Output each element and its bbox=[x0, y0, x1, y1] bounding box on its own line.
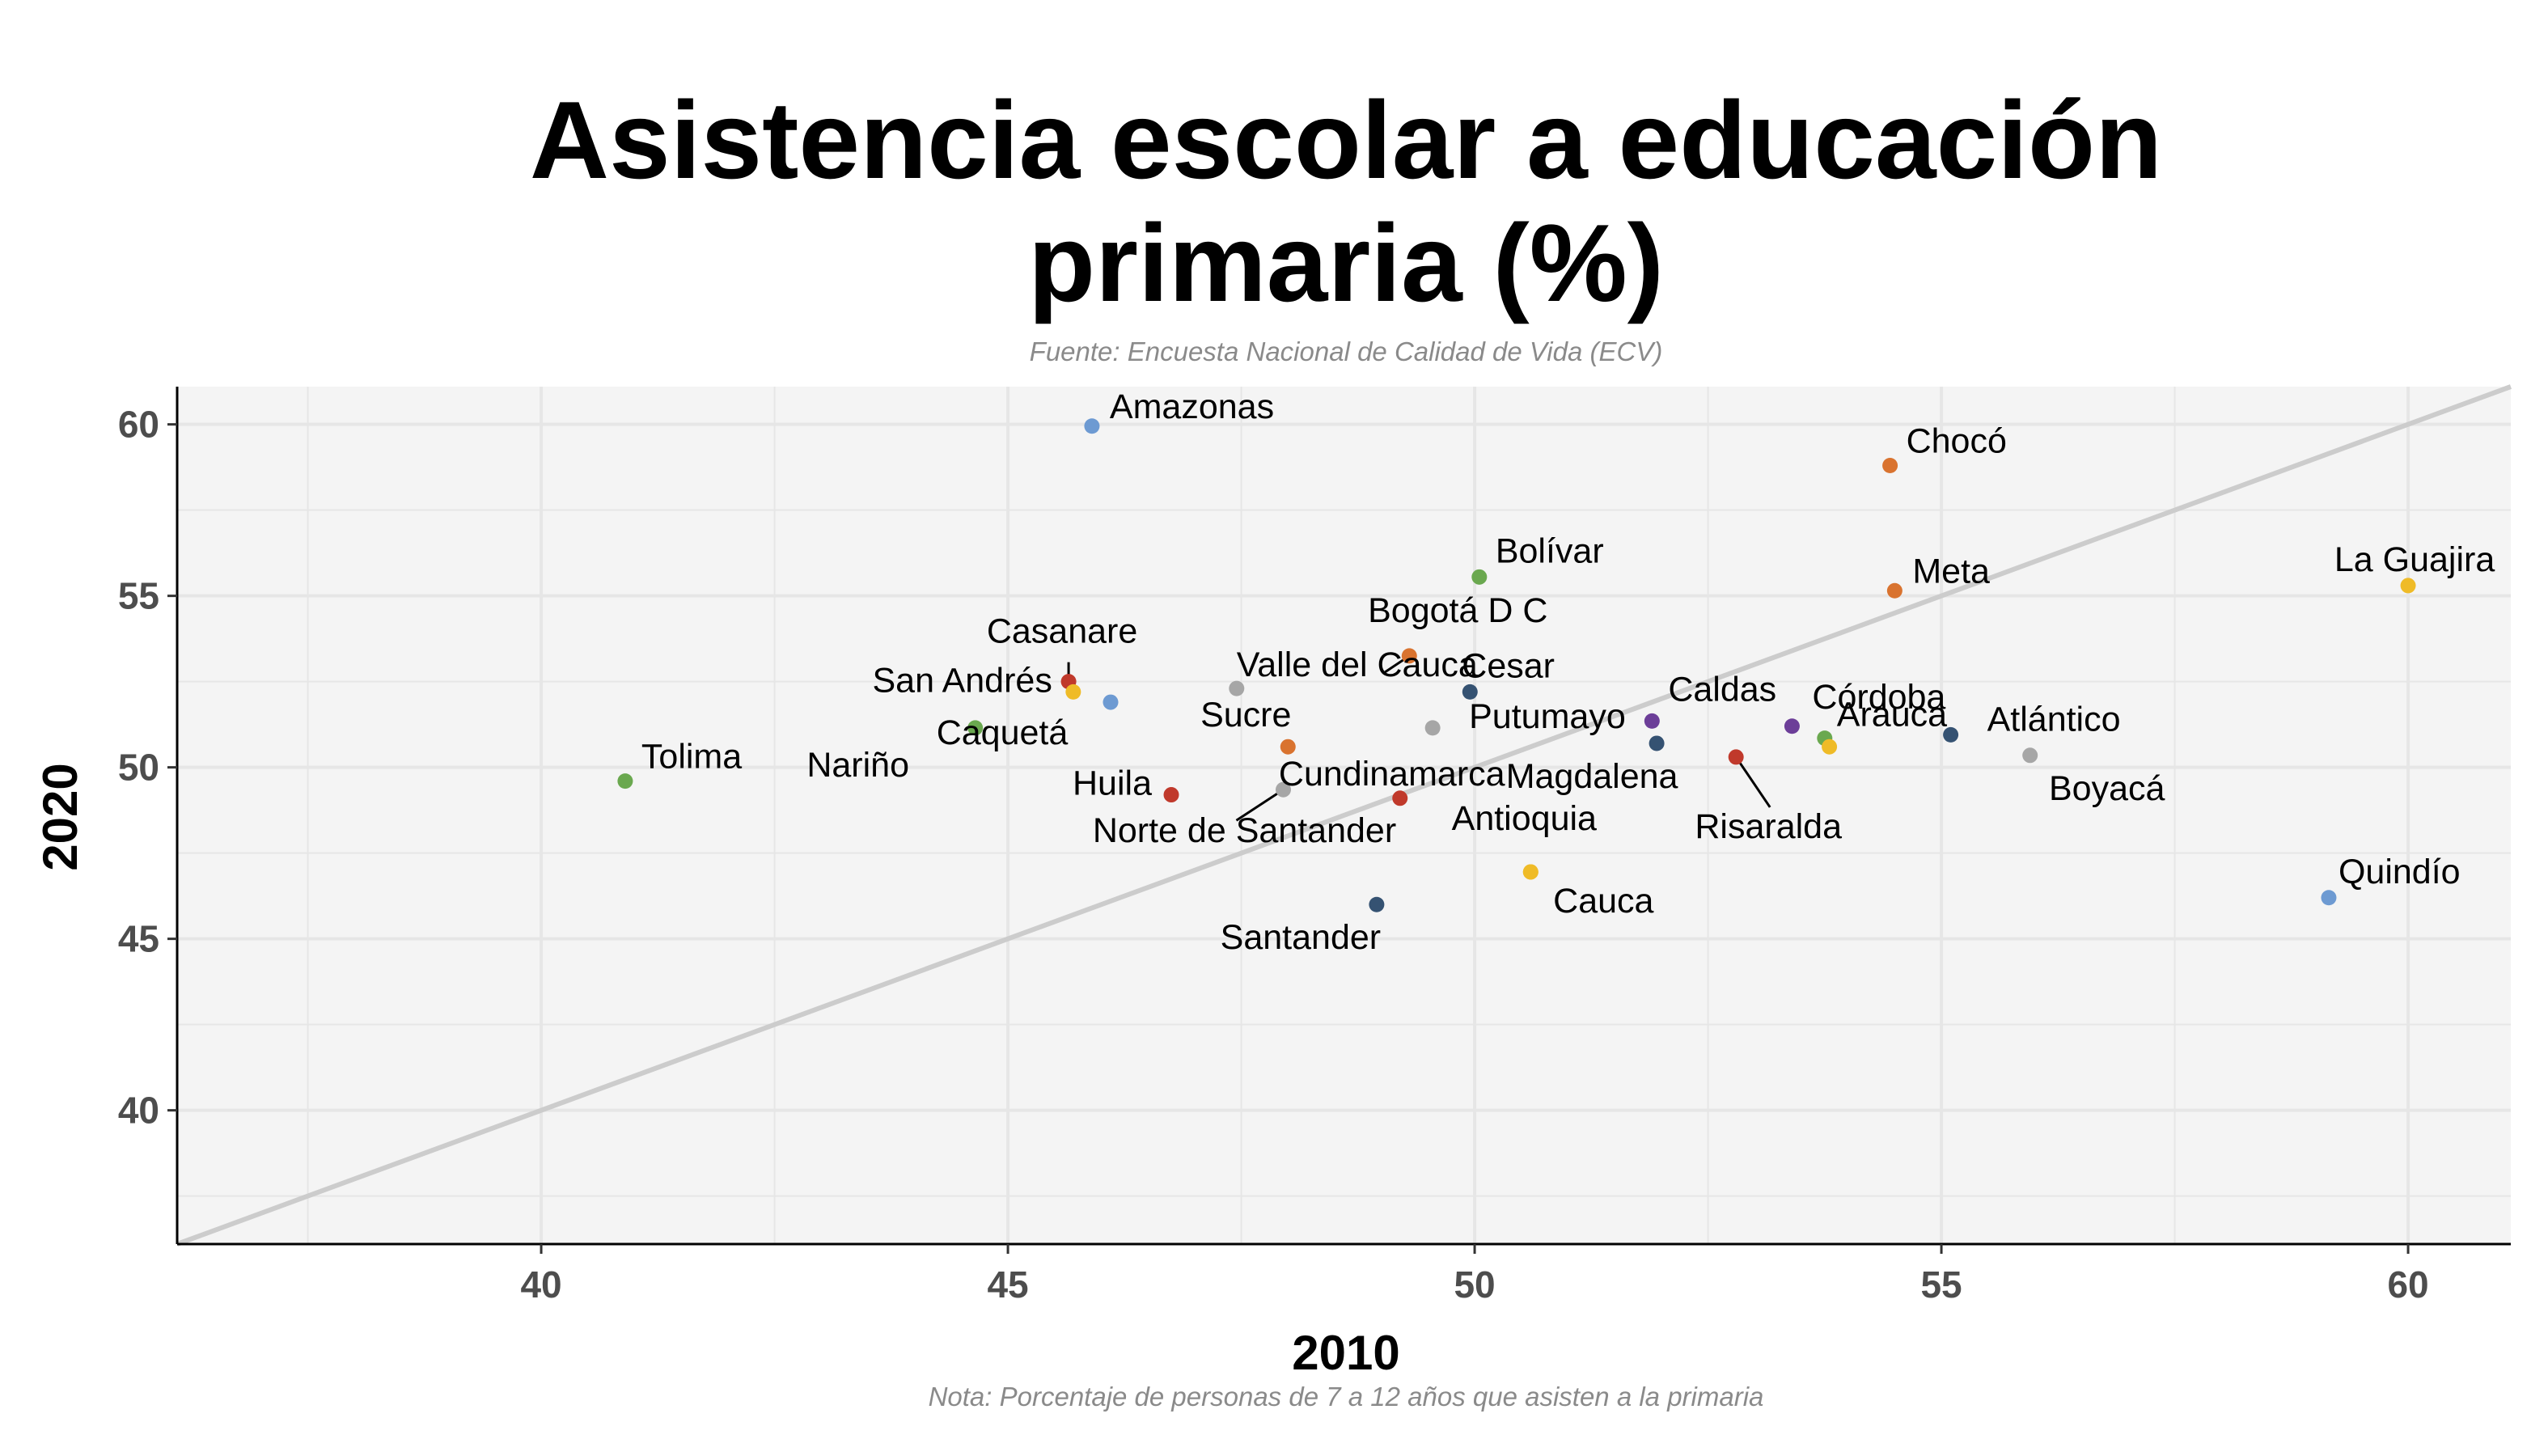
data-point-santander bbox=[1369, 896, 1385, 912]
chart-subtitle: Fuente: Encuesta Nacional de Calidad de … bbox=[1030, 336, 1663, 366]
data-point-huila bbox=[1163, 787, 1179, 803]
x-tick-label: 60 bbox=[2387, 1263, 2428, 1306]
point-label-arauca: Arauca bbox=[1837, 696, 1947, 734]
point-label-c-rdoba: Córdoba bbox=[1812, 678, 1945, 717]
x-tick-label: 40 bbox=[520, 1263, 561, 1306]
data-point-cesar bbox=[1462, 684, 1478, 700]
point-label-huila: Huila bbox=[1073, 764, 1152, 803]
chart-caption: Nota: Porcentaje de personas de 7 a 12 a… bbox=[929, 1382, 1764, 1412]
point-label-putumayo: Putumayo bbox=[1469, 697, 1626, 736]
point-label-bol-var: Bolívar bbox=[1496, 531, 1604, 570]
y-tick-label: 60 bbox=[118, 404, 159, 446]
data-point-norte-de-santander bbox=[1275, 781, 1291, 798]
point-label-choc-: Chocó bbox=[1907, 422, 2007, 461]
point-label-cesar: Cesar bbox=[1462, 646, 1555, 685]
data-point-putumayo bbox=[1424, 720, 1441, 736]
point-label-atl-ntico: Atlántico bbox=[1987, 700, 2121, 739]
point-label-cundinamarca: Cundinamarca bbox=[1279, 755, 1505, 794]
y-tick-label: 45 bbox=[118, 918, 159, 960]
reference-line-layer bbox=[176, 384, 2512, 1246]
data-point-la-guajira bbox=[2400, 578, 2416, 594]
data-point-c-rdoba bbox=[1784, 718, 1800, 734]
point-label-norte-de-santander: Norte de Santander bbox=[1093, 811, 1396, 850]
data-point-arauca bbox=[1822, 739, 1838, 755]
leader-line bbox=[1235, 788, 1285, 822]
data-point-caquet- bbox=[1103, 694, 1119, 710]
point-label-meta: Meta bbox=[1912, 552, 1990, 590]
data-point-caldas bbox=[1644, 713, 1660, 729]
point-label-amazonas: Amazonas bbox=[1110, 387, 1274, 426]
point-label-valle-del-cauca: Valle del Cauca bbox=[1237, 645, 1478, 684]
axes bbox=[167, 387, 2511, 1254]
point-label-boyac-: Boyacá bbox=[2049, 769, 2165, 808]
data-point-boyac- bbox=[2022, 747, 2038, 764]
data-point-san-andr-s bbox=[1065, 684, 1081, 700]
tick-labels: 40 45 50 55 60 40 45 50 55 60 bbox=[118, 404, 2429, 1306]
data-point-nari-o bbox=[967, 720, 984, 736]
point-label-caldas: Caldas bbox=[1668, 670, 1776, 709]
data-point-bol-var bbox=[1471, 569, 1488, 585]
leader-line bbox=[1734, 756, 1771, 808]
point-label-magdalena: Magdalena bbox=[1506, 757, 1678, 796]
data-point-atl-ntico bbox=[1943, 726, 1959, 743]
point-label-caquet-: Caquetá bbox=[937, 713, 1069, 752]
data-point-quind-o bbox=[2321, 890, 2337, 906]
grid-lines bbox=[177, 387, 2511, 1244]
x-tick-label: 55 bbox=[1920, 1263, 1962, 1306]
data-point-valle-del-cauca bbox=[1229, 680, 1245, 696]
data-point-meta bbox=[1886, 582, 1903, 599]
y-tick-label: 40 bbox=[118, 1090, 159, 1132]
point-label-casanare: Casanare bbox=[987, 612, 1137, 651]
data-point-tolima bbox=[617, 773, 633, 789]
chart-title-line-1: Asistencia escolar a educación bbox=[530, 78, 2162, 201]
x-axis-title: 2010 bbox=[1292, 1326, 1399, 1380]
data-point-bogot-d-c bbox=[1401, 648, 1417, 664]
data-point-choc- bbox=[1882, 458, 1898, 474]
data-point-cundinamarca bbox=[1392, 790, 1408, 806]
point-label-risaralda: Risaralda bbox=[1695, 807, 1842, 846]
point-label-cauca: Cauca bbox=[1553, 882, 1653, 921]
identity-reference-line bbox=[176, 384, 2512, 1246]
x-tick-label: 45 bbox=[987, 1263, 1028, 1306]
y-tick-label: 55 bbox=[118, 575, 159, 617]
point-label-la-guajira: La Guajira bbox=[2334, 540, 2495, 579]
data-point-magdalena bbox=[1649, 735, 1665, 751]
data-point-amazonas bbox=[1084, 418, 1100, 434]
point-labels: Amazonas Chocó Bolívar Meta La Guajira Bogotá… bbox=[641, 387, 2495, 957]
data-points bbox=[617, 418, 2416, 912]
point-label-quind-o: Quindío bbox=[2338, 853, 2461, 891]
x-tick-label: 50 bbox=[1454, 1263, 1495, 1306]
chart-title-line-2: primaria (%) bbox=[1028, 201, 1664, 324]
point-label-nari-o: Nariño bbox=[806, 746, 909, 785]
y-axis-title: 2020 bbox=[33, 763, 87, 870]
data-point-cauca bbox=[1522, 864, 1539, 880]
point-label-tolima: Tolima bbox=[641, 738, 742, 777]
point-label-san-andr-s: San Andrés bbox=[873, 661, 1052, 700]
data-point-sucre bbox=[1280, 739, 1296, 755]
y-tick-label: 50 bbox=[118, 747, 159, 789]
point-label-bogot-d-c: Bogotá D C bbox=[1368, 591, 1547, 630]
point-label-antioquia: Antioquia bbox=[1452, 799, 1597, 838]
point-label-santander: Santander bbox=[1221, 918, 1381, 957]
point-label-sucre: Sucre bbox=[1200, 696, 1291, 734]
data-point-risaralda bbox=[1728, 749, 1744, 765]
